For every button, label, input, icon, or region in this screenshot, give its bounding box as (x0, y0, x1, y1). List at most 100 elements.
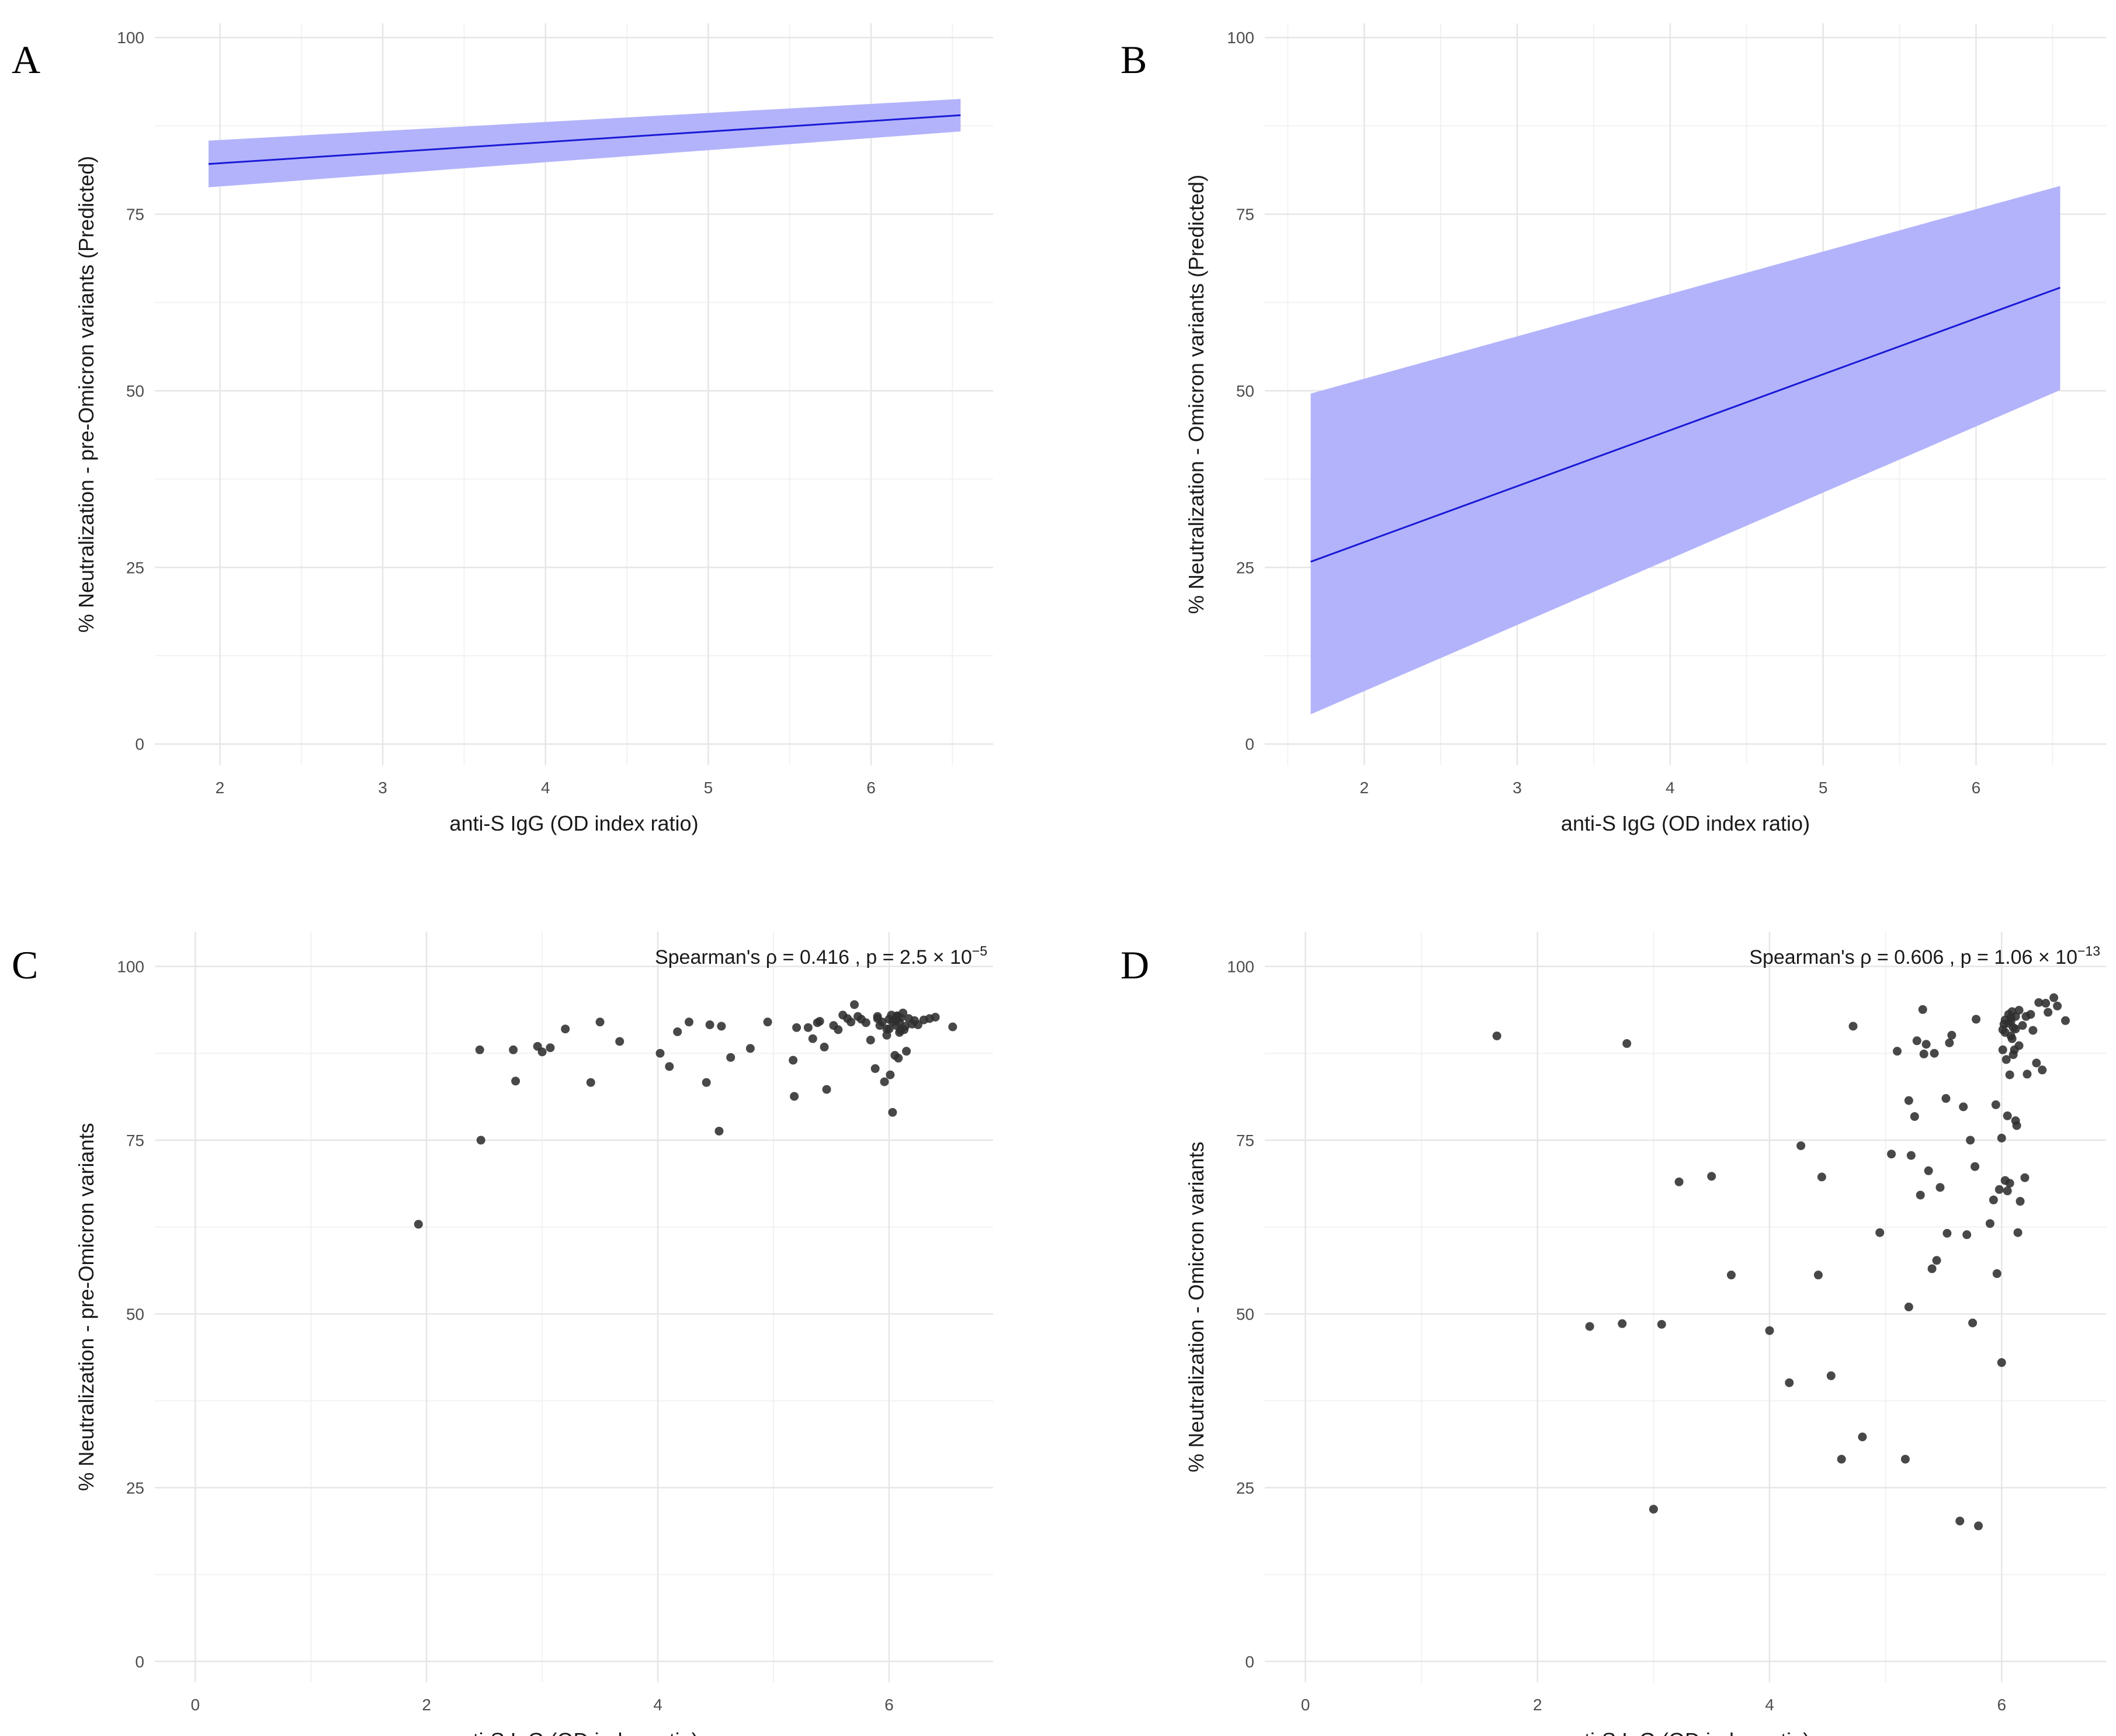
x-tick-label: 0 (1301, 1696, 1310, 1714)
x-tick-label: 6 (866, 779, 876, 797)
data-point (2006, 1016, 2016, 1026)
confidence-ribbon (1310, 186, 2061, 714)
data-point (1657, 1320, 1666, 1329)
data-point (1998, 1045, 2007, 1054)
data-point (1927, 1264, 1937, 1273)
data-point (902, 1047, 911, 1056)
data-point (2061, 1016, 2070, 1025)
data-point (873, 1012, 882, 1021)
data-point (1912, 1036, 1921, 1046)
data-point (546, 1043, 555, 1053)
data-point (1972, 1015, 1981, 1024)
data-point (849, 1000, 859, 1009)
y-tick-label: 100 (117, 29, 144, 47)
data-point (1959, 1102, 1968, 1112)
data-point (509, 1045, 518, 1054)
x-tick-label: 2 (1359, 779, 1369, 797)
data-point (834, 1025, 843, 1034)
x-tick-label: 6 (1972, 779, 1981, 797)
panel-b: 2 3 4 5 6 0 25 50 75 100 anti-S IgG (OD index rati… (1121, 23, 2106, 835)
y-tick-label: 0 (1245, 1652, 1254, 1671)
data-point (1997, 1358, 2006, 1367)
x-axis-label: anti-S IgG (OD index ratio) (1561, 1728, 1810, 1736)
data-point (1904, 1303, 1913, 1311)
data-point (2013, 1228, 2023, 1237)
data-point (511, 1077, 521, 1086)
y-tick-label: 75 (126, 1131, 144, 1150)
data-point (1858, 1432, 1867, 1442)
data-point (1947, 1030, 1957, 1040)
data-point (537, 1047, 547, 1057)
data-point (714, 1126, 724, 1136)
data-point (673, 1027, 682, 1036)
data-point (745, 1044, 755, 1053)
y-axis-label: % Neutralization - pre-Omicron variants (74, 1123, 98, 1491)
data-point (866, 1036, 875, 1045)
data-point (1904, 1096, 1913, 1105)
data-point (1826, 1371, 1836, 1380)
data-point (1941, 1094, 1951, 1103)
data-point (595, 1018, 605, 1027)
data-point (561, 1025, 570, 1034)
data-point (655, 1048, 665, 1058)
data-point (2018, 1021, 2027, 1030)
data-point (665, 1062, 674, 1071)
panel-letter: D (1121, 943, 1149, 987)
data-point (2053, 1001, 2062, 1011)
y-axis-label: % Neutralization - pre-Omicron variants … (74, 156, 98, 633)
y-tick-label: 75 (1236, 1131, 1254, 1150)
data-point (808, 1034, 817, 1043)
data-point (895, 1028, 904, 1037)
data-point (1921, 1040, 1931, 1049)
data-point (870, 1064, 880, 1073)
data-point (414, 1220, 423, 1229)
spearman-annotation: Spearman's ρ = 0.416 , p = 2.5 × 10−5 (655, 943, 987, 968)
data-point (2028, 1026, 2038, 1035)
data-point (1492, 1031, 1501, 1040)
data-point (2014, 1041, 2024, 1050)
x-tick-label: 6 (1997, 1696, 2006, 1714)
panel-letter: A (12, 37, 40, 82)
data-point (1796, 1141, 1806, 1150)
data-point (2016, 1197, 2025, 1206)
x-tick-label: 2 (216, 779, 225, 797)
data-point (1924, 1166, 1933, 1175)
y-tick-label: 50 (126, 382, 144, 400)
data-point (820, 1043, 829, 1052)
y-tick-label: 0 (1245, 735, 1254, 754)
x-tick-label: 4 (653, 1696, 662, 1714)
data-point (880, 1077, 889, 1086)
data-point (1765, 1326, 1774, 1335)
data-point (1919, 1049, 1928, 1058)
y-tick-label: 25 (126, 558, 144, 577)
data-point (2014, 1005, 2024, 1015)
data-point (1998, 1025, 2007, 1034)
data-point (1785, 1378, 1794, 1387)
data-point (2012, 1121, 2021, 1130)
data-point (2007, 1034, 2017, 1043)
data-point (822, 1085, 831, 1094)
data-point (1910, 1112, 1919, 1121)
data-point (2005, 1179, 2014, 1188)
data-point (2005, 1070, 2014, 1079)
data-point (2003, 1186, 2012, 1196)
x-tick-label: 2 (422, 1696, 431, 1714)
panel-c: 0 2 4 6 0 25 50 75 100 anti-S IgG (OD index ratio… (12, 932, 993, 1736)
data-point (2034, 998, 2044, 1007)
y-tick-label: 25 (1236, 1479, 1254, 1497)
y-tick-label: 100 (1227, 29, 1254, 47)
data-point (790, 1092, 799, 1101)
y-axis-label: % Neutralization - Omicron variants (1184, 1141, 1208, 1472)
regression-line (208, 114, 961, 165)
data-point (1930, 1048, 1939, 1058)
data-point (1968, 1318, 1978, 1328)
data-point (615, 1037, 625, 1046)
data-point (888, 1107, 897, 1117)
data-point (1992, 1269, 2001, 1278)
data-point (1837, 1454, 1846, 1464)
data-point (2041, 999, 2051, 1008)
data-point (1932, 1256, 1941, 1265)
data-point (1813, 1270, 1823, 1280)
data-point (1974, 1521, 1983, 1530)
x-tick-label: 6 (884, 1696, 894, 1714)
